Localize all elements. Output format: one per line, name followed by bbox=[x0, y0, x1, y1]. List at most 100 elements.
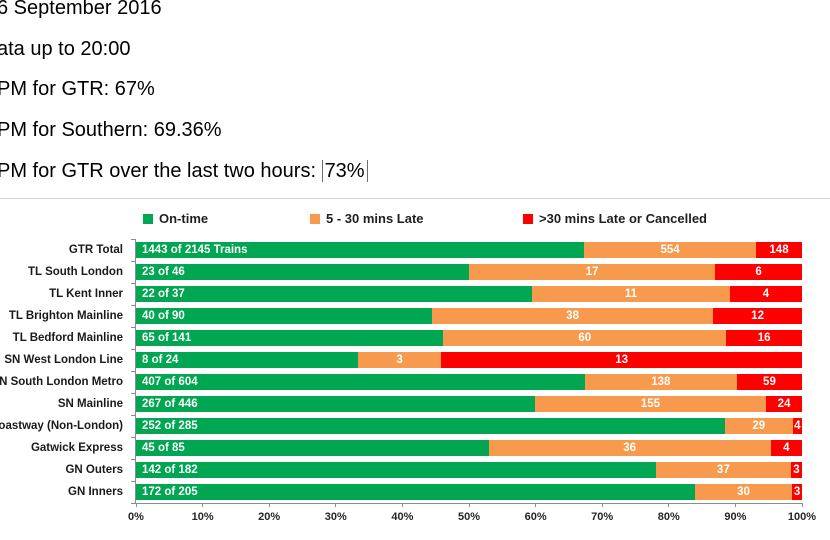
ppm-southern: PM for Southern: 69.36% bbox=[0, 119, 222, 142]
x-axis-label: 70% bbox=[591, 511, 614, 523]
x-axis-tick bbox=[335, 503, 337, 507]
bar-segment-ontime: 22 of 37 bbox=[136, 286, 532, 302]
row-label: GTR Total bbox=[68, 244, 123, 256]
bar-segment-late: 17 bbox=[469, 264, 716, 280]
ppm-gtr-two-hours: PM for GTR over the last two hours: 73% bbox=[0, 151, 368, 192]
row-label: Gatwick Express bbox=[30, 442, 123, 454]
row-label: TL Kent Inner bbox=[49, 288, 123, 300]
bar-segment-late: 38 bbox=[431, 308, 714, 324]
legend-item-cancelled: >30 mins Late or Cancelled bbox=[523, 211, 707, 226]
legend-swatch-late bbox=[310, 213, 320, 224]
stacked-bar: 45 of 85 36 4 bbox=[136, 440, 802, 456]
stacked-bar: 252 of 285 29 4 bbox=[136, 418, 802, 434]
plot-area: 1443 of 2145 Trains 554 148 23 of 46 17 6 22 o… bbox=[128, 239, 816, 523]
chart-row: 40 of 90 38 12 bbox=[136, 305, 802, 327]
x-axis-label: 60% bbox=[524, 511, 547, 523]
chart-row: 252 of 285 29 4 bbox=[136, 415, 802, 437]
report-date: 6 September 2016 bbox=[0, 0, 162, 19]
legend-item-late: 5 - 30 mins Late bbox=[310, 211, 424, 226]
row-label: SN West London Line bbox=[4, 354, 123, 366]
bar-segment-ontime: 172 of 205 bbox=[136, 484, 695, 500]
x-axis-label: 50% bbox=[457, 511, 481, 523]
bar-segment-cancelled: 59 bbox=[736, 374, 802, 390]
bar-segment-late: 11 bbox=[532, 286, 730, 302]
bar-segment-ontime: 407 of 604 bbox=[136, 374, 585, 390]
chart-row: 407 of 604 138 59 bbox=[136, 371, 802, 393]
legend-label-ontime: On-time bbox=[159, 211, 209, 226]
bar-segment-late: 37 bbox=[655, 462, 792, 478]
category-tick bbox=[131, 371, 135, 372]
chart-row: 65 of 141 60 16 bbox=[136, 327, 802, 349]
bar-segment-ontime: 142 of 182 bbox=[136, 462, 656, 478]
bar-segment-cancelled: 4 bbox=[792, 418, 802, 434]
bar-segment-cancelled: 3 bbox=[791, 462, 802, 478]
x-axis-label: 10% bbox=[191, 511, 214, 523]
bar-segment-late: 60 bbox=[443, 330, 727, 346]
category-tick bbox=[131, 239, 135, 240]
x-axis-tick bbox=[668, 503, 670, 507]
bar-segment-cancelled: 13 bbox=[441, 352, 802, 368]
bar-segment-late: 554 bbox=[584, 242, 757, 258]
legend-label-late: 5 - 30 mins Late bbox=[326, 211, 424, 226]
x-axis-tick bbox=[468, 503, 470, 507]
x-axis-tick bbox=[202, 503, 204, 507]
x-axis-tick bbox=[401, 503, 403, 507]
x-axis-tick bbox=[135, 503, 137, 507]
legend-label-cancelled: >30 mins Late or Cancelled bbox=[539, 211, 707, 226]
stacked-bar: 142 of 182 37 3 bbox=[136, 462, 802, 478]
row-label: SN Mainline bbox=[57, 398, 123, 410]
bar-segment-late: 30 bbox=[694, 484, 793, 500]
x-axis-label: 80% bbox=[657, 511, 680, 523]
row-label: GN Inners bbox=[68, 486, 123, 498]
chart-row: 8 of 24 3 13 bbox=[136, 349, 802, 371]
bar-segment-cancelled: 24 bbox=[766, 396, 802, 412]
chart-row: 22 of 37 11 4 bbox=[136, 283, 802, 305]
bar-segment-cancelled: 16 bbox=[726, 330, 802, 346]
stacked-bar: 65 of 141 60 16 bbox=[136, 330, 802, 346]
row-label: SN South London Metro bbox=[0, 376, 123, 388]
category-axis-labels: GTR Total TL South London TL Kent Inner TL … bbox=[0, 239, 129, 503]
train-performance-chart: On-time 5 - 30 mins Late >30 mins Late o… bbox=[0, 198, 830, 540]
x-axis-tick bbox=[268, 503, 270, 507]
category-tick bbox=[131, 261, 135, 262]
bar-segment-ontime: 252 of 285 bbox=[136, 418, 725, 434]
stacked-bar: 22 of 37 11 4 bbox=[136, 286, 802, 302]
bar-segment-cancelled: 4 bbox=[770, 440, 802, 456]
x-axis-label: 0% bbox=[128, 511, 144, 523]
x-axis-tick bbox=[801, 503, 803, 507]
bar-segment-cancelled: 12 bbox=[713, 308, 802, 324]
chart-row: 142 of 182 37 3 bbox=[136, 459, 802, 481]
bar-segment-late: 138 bbox=[584, 374, 737, 390]
x-axis-tick bbox=[734, 503, 736, 507]
category-tick bbox=[131, 393, 135, 394]
legend-swatch-cancelled bbox=[523, 213, 533, 224]
stacked-bar: 23 of 46 17 6 bbox=[136, 264, 802, 280]
chart-row: 1443 of 2145 Trains 554 148 bbox=[136, 239, 802, 261]
stacked-bar: 172 of 205 30 3 bbox=[136, 484, 802, 500]
category-tick bbox=[131, 283, 135, 284]
bar-segment-ontime: 65 of 141 bbox=[136, 330, 444, 346]
x-axis-label: 100% bbox=[787, 511, 817, 523]
legend-item-ontime: On-time bbox=[143, 211, 208, 226]
chart-row: 267 of 446 155 24 bbox=[136, 393, 802, 415]
ppm-two-hours-value-field[interactable]: 73% bbox=[321, 159, 368, 182]
x-axis-tick bbox=[601, 503, 603, 507]
bar-segment-late: 36 bbox=[488, 440, 771, 456]
bar-segment-cancelled: 3 bbox=[792, 484, 802, 500]
category-tick bbox=[131, 481, 135, 482]
x-axis-label: 30% bbox=[324, 511, 347, 523]
x-axis-label: 20% bbox=[258, 511, 281, 523]
bar-segment-ontime: 267 of 446 bbox=[136, 396, 535, 412]
row-label: TL Bedford Mainline bbox=[12, 332, 123, 344]
bar-segment-ontime: 40 of 90 bbox=[136, 308, 432, 324]
ppm-gtr: PM for GTR: 67% bbox=[0, 78, 155, 101]
bar-segment-cancelled: 148 bbox=[756, 242, 802, 258]
category-tick bbox=[131, 415, 135, 416]
category-tick bbox=[131, 327, 135, 328]
bar-segment-late: 29 bbox=[724, 418, 793, 434]
category-tick bbox=[131, 349, 135, 350]
stacked-bar: 40 of 90 38 12 bbox=[136, 308, 802, 324]
chart-row: 45 of 85 36 4 bbox=[136, 437, 802, 459]
bar-segment-ontime: 45 of 85 bbox=[136, 440, 489, 456]
